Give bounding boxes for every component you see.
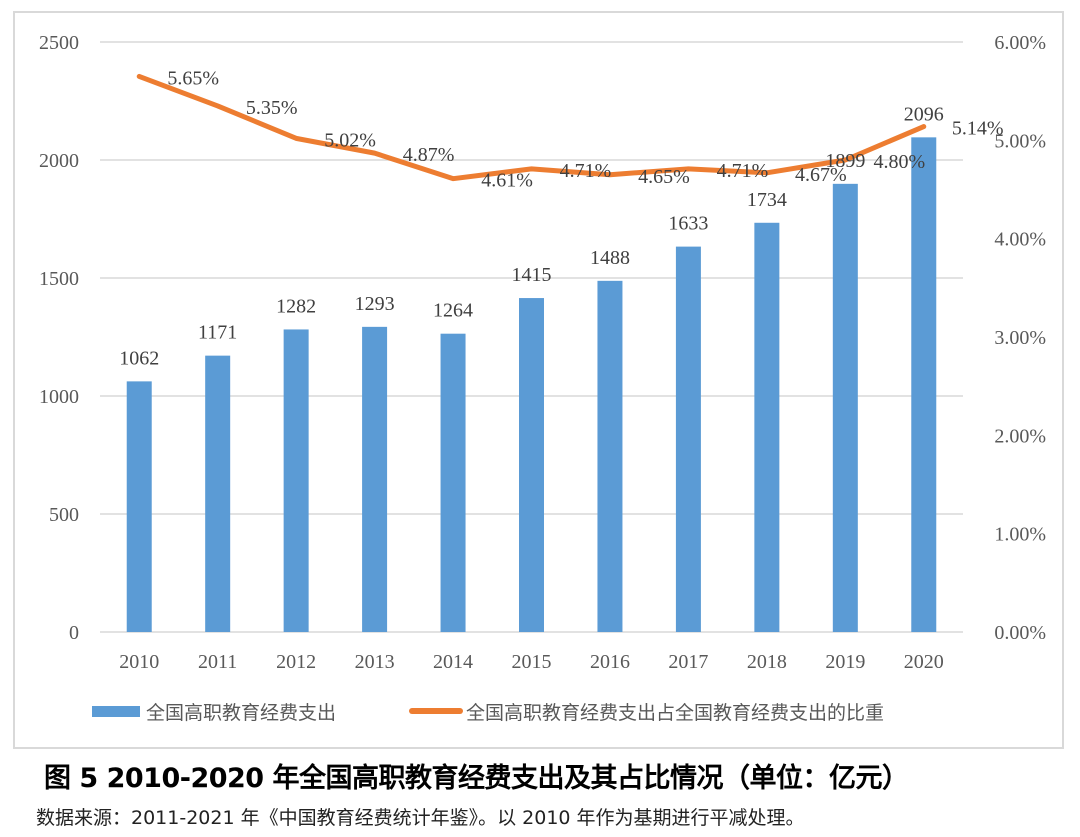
bar	[597, 280, 623, 632]
x-tick-label: 2020	[904, 651, 944, 673]
bar-value-label: 1488	[590, 247, 630, 269]
left-tick-label: 1000	[39, 386, 79, 408]
line-value-label: 4.67%	[795, 164, 847, 186]
line-value-label: 4.65%	[638, 166, 690, 188]
line-series	[136, 73, 927, 182]
x-tick-label: 2013	[355, 651, 395, 673]
legend: 全国高职教育经费支出 全国高职教育经费支出占全国教育经费支出的比重	[92, 702, 884, 724]
data-source-note: 数据来源：2011-2021 年《中国教育经费统计年鉴》。以 2010 年作为基…	[36, 807, 805, 829]
line-value-label: 4.80%	[873, 151, 925, 173]
bar	[283, 329, 309, 632]
data-labels: 1062 1171 1282 1293 1264 1415 1488 1633 1734 1899…	[119, 67, 1003, 369]
bar	[362, 326, 388, 632]
line-value-label: 4.71%	[717, 160, 769, 182]
right-tick-label: 2.00%	[994, 425, 1046, 447]
legend-bar-label: 全国高职教育经费支出	[146, 702, 336, 724]
bar-series	[126, 137, 937, 632]
right-axis-ticks: 0.00% 1.00% 2.00% 3.00% 4.00% 5.00% 6.00%	[994, 32, 1046, 644]
line-value-label: 5.35%	[246, 97, 298, 119]
bar-value-label: 1293	[355, 293, 395, 315]
bar-value-label: 1264	[433, 300, 473, 322]
bar-value-label: 1899	[825, 150, 865, 172]
bar-value-label: 1734	[747, 189, 787, 211]
bar-value-label: 1062	[119, 347, 159, 369]
bar	[832, 183, 858, 632]
legend-line-label: 全国高职教育经费支出占全国教育经费支出的比重	[466, 702, 884, 724]
bar	[126, 381, 152, 632]
gridlines	[100, 41, 963, 633]
line-value-label: 5.14%	[952, 118, 1004, 140]
bar-value-label: 1282	[276, 295, 316, 317]
x-tick-label: 2019	[825, 651, 865, 673]
line-value-label: 5.02%	[324, 129, 376, 151]
bar	[205, 355, 231, 632]
left-axis-ticks: 0 500 1000 1500 2000 2500	[39, 32, 79, 644]
right-tick-label: 0.00%	[994, 622, 1046, 644]
x-tick-label: 2016	[590, 651, 630, 673]
right-tick-label: 3.00%	[994, 327, 1046, 349]
right-tick-label: 5.00%	[994, 130, 1046, 152]
left-tick-label: 0	[69, 622, 79, 644]
x-tick-label: 2011	[198, 651, 237, 673]
right-tick-label: 1.00%	[994, 524, 1046, 546]
left-tick-label: 500	[49, 504, 79, 526]
right-tick-label: 6.00%	[994, 32, 1046, 54]
line-value-label: 4.87%	[403, 144, 455, 166]
right-tick-label: 4.00%	[994, 229, 1046, 251]
bar-value-label: 1633	[668, 213, 708, 235]
left-tick-label: 1500	[39, 268, 79, 290]
bar	[440, 333, 466, 632]
x-tick-label: 2010	[119, 651, 159, 673]
x-tick-label: 2015	[512, 651, 552, 673]
x-tick-label: 2014	[433, 651, 473, 673]
line-value-label: 4.61%	[481, 170, 533, 192]
x-tick-label: 2012	[276, 651, 316, 673]
bar-value-label: 1415	[512, 264, 552, 286]
bar-value-label: 1171	[198, 322, 237, 344]
left-tick-label: 2000	[39, 150, 79, 172]
line-value-label: 4.71%	[560, 160, 612, 182]
bar	[675, 246, 701, 632]
legend-bar-swatch	[92, 706, 140, 717]
x-tick-label: 2017	[668, 651, 708, 673]
bar	[911, 137, 937, 632]
x-axis-ticks: 2010 2011 2012 2013 2014 2015 2016 2017 2018 2019…	[119, 651, 944, 673]
x-tick-label: 2018	[747, 651, 787, 673]
bar	[519, 298, 544, 632]
left-tick-label: 2500	[39, 32, 79, 54]
bar-value-label: 2096	[904, 103, 944, 125]
line-value-label: 5.65%	[167, 67, 219, 89]
figure-caption: 图 5 2010-2020 年全国高职教育经费支出及其占比情况（单位：亿元）	[44, 763, 909, 794]
bar	[754, 222, 780, 632]
